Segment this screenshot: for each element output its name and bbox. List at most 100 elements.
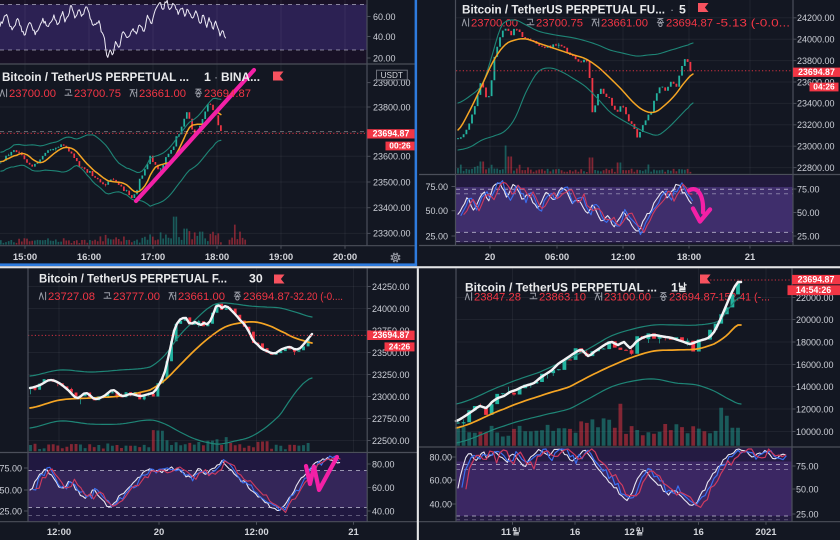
svg-text:16: 16 bbox=[570, 527, 581, 538]
svg-text:22750.00: 22750.00 bbox=[372, 414, 410, 424]
svg-text:24:26: 24:26 bbox=[389, 342, 411, 352]
svg-text:23300.00: 23300.00 bbox=[373, 229, 411, 239]
svg-text:50.00: 50.00 bbox=[796, 484, 819, 494]
svg-text:18:00: 18:00 bbox=[677, 252, 701, 263]
svg-text:1: 1 bbox=[204, 70, 211, 84]
svg-text:25.00: 25.00 bbox=[796, 509, 819, 519]
svg-text:20000.00: 20000.00 bbox=[796, 315, 834, 325]
svg-text:75.00: 75.00 bbox=[796, 461, 819, 471]
svg-text:30: 30 bbox=[249, 272, 263, 286]
svg-text:40.00: 40.00 bbox=[429, 499, 452, 509]
svg-text:23250.00: 23250.00 bbox=[372, 370, 410, 380]
svg-text:21: 21 bbox=[745, 252, 756, 263]
svg-text:23700.75: 23700.75 bbox=[74, 88, 121, 100]
svg-text:-32.20 (-0....: -32.20 (-0.... bbox=[290, 291, 343, 303]
svg-text:23661.00: 23661.00 bbox=[601, 18, 648, 30]
svg-text:25.00: 25.00 bbox=[797, 231, 820, 241]
svg-text:17:00: 17:00 bbox=[141, 252, 165, 263]
svg-text:23661.00: 23661.00 bbox=[139, 88, 186, 100]
svg-text:23800.00: 23800.00 bbox=[373, 102, 411, 112]
svg-text:80.00: 80.00 bbox=[372, 459, 395, 469]
svg-text:24250.00: 24250.00 bbox=[372, 282, 410, 292]
svg-text:23500.00: 23500.00 bbox=[372, 348, 410, 358]
svg-text:23700.75: 23700.75 bbox=[536, 18, 583, 30]
svg-text:00:26: 00:26 bbox=[389, 141, 411, 151]
svg-text:50.00: 50.00 bbox=[425, 206, 448, 216]
svg-text:23694.87: 23694.87 bbox=[373, 330, 410, 340]
svg-text:2021: 2021 bbox=[755, 527, 777, 538]
svg-text:23694.87: 23694.87 bbox=[666, 18, 713, 30]
svg-text:USDT: USDT bbox=[381, 71, 403, 80]
svg-text:BINA...: BINA... bbox=[221, 70, 260, 84]
svg-text:23863.10: 23863.10 bbox=[539, 292, 586, 304]
svg-text:22000.00: 22000.00 bbox=[796, 293, 834, 303]
svg-text:23000.00: 23000.00 bbox=[372, 392, 410, 402]
svg-text:23777.00: 23777.00 bbox=[113, 291, 160, 303]
svg-text:12:00: 12:00 bbox=[47, 527, 71, 538]
svg-text:-5.13 (-0.0...: -5.13 (-0.0... bbox=[716, 18, 790, 30]
svg-text:25.00: 25.00 bbox=[0, 506, 22, 516]
svg-text:20: 20 bbox=[154, 527, 165, 538]
svg-text:21: 21 bbox=[348, 527, 359, 538]
svg-text:23694.87: 23694.87 bbox=[798, 275, 835, 285]
svg-text:40.00: 40.00 bbox=[372, 506, 395, 516]
svg-text:23847.28: 23847.28 bbox=[474, 292, 521, 304]
svg-text:Bitcoin / TetherUS PERPETUAL .: Bitcoin / TetherUS PERPETUAL ... bbox=[2, 70, 189, 84]
svg-text:20:00: 20:00 bbox=[333, 252, 357, 263]
svg-text:24000.00: 24000.00 bbox=[797, 35, 835, 45]
svg-text:18:00: 18:00 bbox=[205, 252, 229, 263]
svg-text:·: · bbox=[214, 70, 218, 84]
svg-text:23727.08: 23727.08 bbox=[48, 291, 95, 303]
svg-text:18000.00: 18000.00 bbox=[796, 337, 834, 347]
svg-text:23694.87: 23694.87 bbox=[669, 292, 716, 304]
svg-text:24200.00: 24200.00 bbox=[797, 13, 835, 23]
svg-text:23600.00: 23600.00 bbox=[373, 152, 411, 162]
svg-text:23900.00: 23900.00 bbox=[373, 78, 411, 88]
svg-text:Bitcoin / TetherUS PERPETUAL .: Bitcoin / TetherUS PERPETUAL ... bbox=[465, 281, 657, 295]
svg-text:11: 11 bbox=[501, 527, 512, 538]
svg-text:14000.00: 14000.00 bbox=[796, 382, 834, 392]
svg-text:75.00: 75.00 bbox=[0, 463, 22, 473]
svg-text:23400.00: 23400.00 bbox=[373, 203, 411, 213]
svg-text:12: 12 bbox=[624, 527, 635, 538]
svg-text:22800.00: 22800.00 bbox=[797, 163, 835, 173]
svg-text:1: 1 bbox=[671, 281, 678, 295]
svg-text:80.00: 80.00 bbox=[429, 452, 452, 462]
svg-text:23000.00: 23000.00 bbox=[797, 142, 835, 152]
svg-text:23694.87: 23694.87 bbox=[243, 291, 290, 303]
svg-text:20: 20 bbox=[485, 252, 496, 263]
svg-text:40.00: 40.00 bbox=[373, 32, 396, 42]
svg-text:Bitcoin / TetherUS PERPETUAL F: Bitcoin / TetherUS PERPETUAL F... bbox=[39, 272, 227, 286]
svg-text:50.00: 50.00 bbox=[0, 485, 22, 495]
svg-text:23500.00: 23500.00 bbox=[373, 177, 411, 187]
svg-text:23694.87: 23694.87 bbox=[204, 88, 251, 100]
svg-text:16000.00: 16000.00 bbox=[796, 360, 834, 370]
svg-text:Bitcoin / TetherUS PERPETUAL F: Bitcoin / TetherUS PERPETUAL FU... bbox=[462, 3, 665, 17]
svg-text:22500.00: 22500.00 bbox=[372, 436, 410, 446]
svg-text:10000.00: 10000.00 bbox=[796, 427, 834, 437]
svg-text:23694.87: 23694.87 bbox=[798, 67, 835, 77]
svg-text:23661.00: 23661.00 bbox=[178, 291, 225, 303]
svg-text:19:00: 19:00 bbox=[269, 252, 293, 263]
svg-text:06:00: 06:00 bbox=[545, 252, 569, 263]
svg-text:23694.87: 23694.87 bbox=[373, 129, 410, 139]
svg-text:·: · bbox=[670, 3, 674, 17]
svg-text:12000.00: 12000.00 bbox=[796, 404, 834, 414]
svg-text:75.00: 75.00 bbox=[797, 184, 820, 194]
svg-text:12:00: 12:00 bbox=[611, 252, 635, 263]
svg-text:24000.00: 24000.00 bbox=[372, 304, 410, 314]
svg-text:23400.00: 23400.00 bbox=[797, 99, 835, 109]
svg-text:75.00: 75.00 bbox=[425, 182, 448, 192]
svg-text:23800.00: 23800.00 bbox=[797, 56, 835, 66]
svg-text:60.00: 60.00 bbox=[372, 483, 395, 493]
svg-text:04:26: 04:26 bbox=[813, 82, 835, 92]
svg-text:16: 16 bbox=[693, 527, 704, 538]
svg-text:25.00: 25.00 bbox=[425, 231, 448, 241]
svg-text:14:54:26: 14:54:26 bbox=[796, 285, 831, 295]
svg-text:16:00: 16:00 bbox=[77, 252, 101, 263]
svg-text:23700.00: 23700.00 bbox=[471, 18, 518, 30]
svg-text:20.00: 20.00 bbox=[373, 53, 396, 63]
svg-text:50.00: 50.00 bbox=[797, 208, 820, 218]
svg-text:-152.41 (-...: -152.41 (-... bbox=[715, 292, 770, 304]
svg-text:23200.00: 23200.00 bbox=[797, 120, 835, 130]
